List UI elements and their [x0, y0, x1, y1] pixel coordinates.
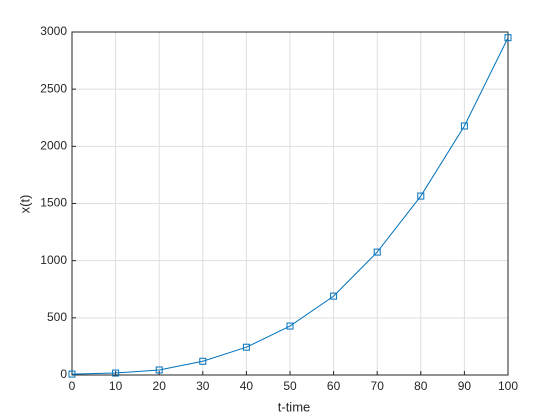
x-tick-label: 80 — [414, 379, 428, 393]
marker — [417, 192, 425, 200]
x-tick-label: 50 — [283, 379, 297, 393]
marker — [242, 343, 250, 351]
marker — [286, 322, 294, 330]
x-tick-label: 60 — [327, 379, 341, 393]
marker — [330, 292, 338, 300]
marker — [460, 122, 468, 130]
y-tick-label: 1500 — [40, 196, 67, 210]
x-tick-label: 10 — [109, 379, 123, 393]
y-tick-label: 2500 — [40, 81, 67, 95]
x-axis-label: t-time — [278, 399, 311, 414]
marker — [68, 370, 76, 378]
axes-box — [71, 31, 509, 376]
data-line — [71, 37, 509, 375]
y-tick-label: 2000 — [40, 139, 67, 153]
x-tick-label: 40 — [240, 379, 254, 393]
x-tick-label: 100 — [498, 379, 518, 393]
y-axis-label: x(t) — [17, 195, 32, 214]
x-tick-label: 90 — [458, 379, 472, 393]
marker — [199, 357, 207, 365]
y-tick-label: 500 — [47, 310, 67, 324]
x-tick-label: 70 — [371, 379, 385, 393]
y-tick-label: 3000 — [40, 24, 67, 38]
x-tick-label: 20 — [153, 379, 167, 393]
y-tick-label: 1000 — [40, 253, 67, 267]
y-tick-label: 0 — [60, 367, 67, 381]
marker — [373, 248, 381, 256]
x-tick-label: 30 — [196, 379, 210, 393]
x-tick-label: 0 — [69, 379, 76, 393]
marker — [112, 369, 120, 377]
marker — [504, 34, 512, 42]
marker — [155, 366, 163, 374]
